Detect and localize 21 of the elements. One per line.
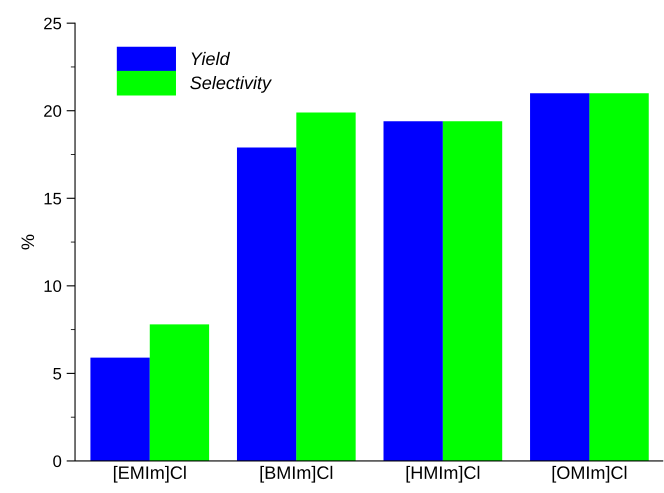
y-tick-label: 0 — [53, 455, 62, 468]
x-tick-label: [EMIm]Cl — [114, 466, 186, 483]
y-tick-label: 15 — [44, 192, 62, 204]
y-tick-label: 20 — [44, 105, 62, 117]
bar — [442, 121, 502, 461]
bar — [296, 112, 356, 461]
y-axis-title: % — [21, 234, 34, 250]
x-tick-label: [HMIm]Cl — [406, 466, 480, 483]
bar — [236, 148, 296, 461]
y-tick-label: 5 — [53, 368, 62, 380]
y-tick-label: 10 — [44, 280, 62, 292]
x-tick-label: [OMIm]Cl — [552, 466, 626, 483]
y-tick-label: 25 — [44, 18, 62, 30]
legend-label: Selectivity — [190, 76, 272, 93]
bar — [150, 324, 210, 461]
bar — [90, 358, 150, 461]
bar — [530, 93, 590, 461]
x-tick-label: [BMIm]Cl — [260, 466, 332, 483]
bar — [384, 121, 443, 461]
legend-label: Yield — [192, 52, 230, 66]
bar — [589, 93, 649, 461]
